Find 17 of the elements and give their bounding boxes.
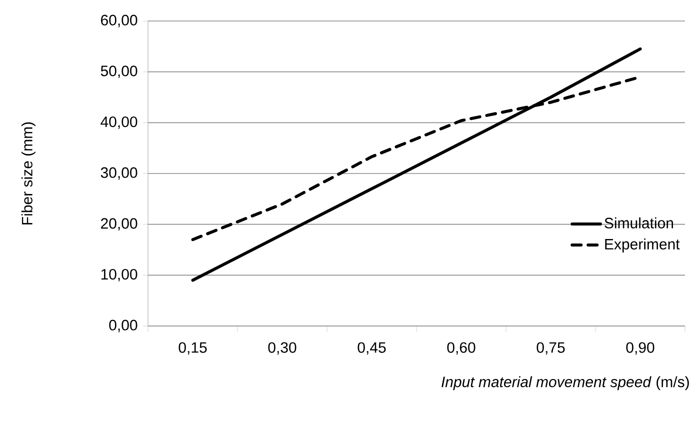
- x-axis-title: Input material movement speed (m/s): [442, 376, 689, 390]
- x-tick-label: 0,30: [268, 342, 296, 355]
- y-axis-title: Fiber size (mm): [21, 122, 36, 224]
- y-tick-label: 60,00: [101, 14, 138, 28]
- x-tick-label: 0,45: [358, 342, 386, 355]
- y-tick-label: 30,00: [100, 167, 138, 180]
- x-tick-label: 0,90: [626, 342, 654, 355]
- x-tick-label: 0,60: [447, 342, 476, 355]
- y-tick-label: 20,00: [101, 218, 138, 231]
- legend-label: Experiment: [605, 238, 680, 252]
- x-tick-label: 0,15: [178, 342, 207, 355]
- y-tick-label: 50,00: [100, 66, 138, 78]
- y-tick-label: 0,00: [109, 320, 138, 332]
- y-tick-label: 10,00: [101, 268, 138, 282]
- legend-label: Simulation: [604, 217, 674, 228]
- x-tick-label: 0,75: [536, 342, 565, 355]
- y-tick-label: 40,00: [100, 116, 138, 129]
